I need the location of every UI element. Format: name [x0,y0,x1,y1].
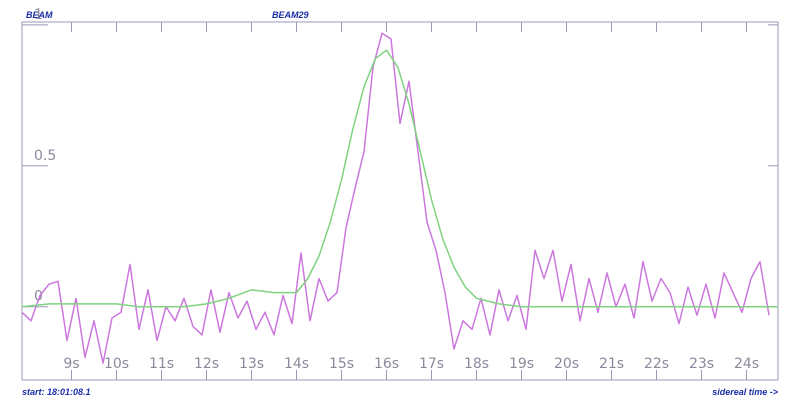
y-tick-label: 0 [34,289,43,305]
x-tick-label: 18s [464,356,489,372]
x-tick-label: 15s [329,356,354,372]
x-tick-label: 14s [284,356,309,372]
y-tick-label: 1 [34,7,43,23]
x-tick-label: 24s [734,356,759,372]
x-tick-label: 12s [194,356,219,372]
x-tick-label: 21s [599,356,624,372]
x-tick-label: 20s [554,356,579,372]
axis-note: sidereal time -> [712,387,779,397]
x-tick-label: 19s [509,356,534,372]
x-tick-label: 10s [104,356,129,372]
x-tick-label: 22s [644,356,669,372]
plot-frame [21,21,779,381]
series-line [21,49,778,308]
x-tick-label: 13s [239,356,264,372]
x-tick-label: 11s [149,356,174,372]
x-tick-label: 17s [419,356,444,372]
y-tick-label: 0.5 [34,148,56,164]
beam-id: BEAM29 [272,10,309,20]
x-tick-label: 16s [374,356,399,372]
series-line [21,32,770,364]
x-tick-label: 9s [63,356,79,372]
start-time: start: 18:01:08.1 [22,387,91,397]
beam-label: BEAM [26,10,53,20]
x-tick-label: 23s [689,356,714,372]
